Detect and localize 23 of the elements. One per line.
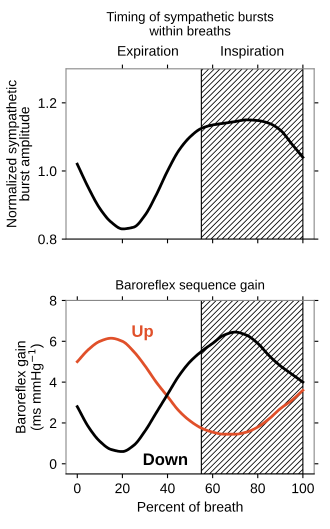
text: Expiration [118, 46, 178, 59]
y-tick-label: 1.2 [38, 98, 56, 108]
x-tick-label: 20 [115, 483, 130, 494]
x-tick-label: 100 [292, 483, 314, 494]
chart-title: Baroreflex sequence gain [116, 280, 264, 292]
x-tick-label: 40 [160, 483, 175, 494]
series-label: Down [144, 454, 188, 466]
y-tick-label: 6 [50, 336, 56, 346]
y-tick-label: 0.8 [38, 234, 56, 244]
y-tick-label: 0 [50, 459, 56, 469]
y-tick-label: 1.0 [38, 166, 56, 176]
chart-title: Timing of sympathetic bursts within breaths [106, 12, 274, 36]
y-axis-title: Normalized sympathetic burst amplitude [6, 80, 32, 227]
y-tick-label: 4 [50, 378, 57, 388]
y-tick-label: 2 [50, 418, 56, 428]
series-label: Up [132, 325, 153, 340]
y-tick-label: 8 [50, 296, 56, 306]
x-tick-label: 0 [74, 483, 81, 494]
x-tick-label: 60 [206, 483, 220, 494]
x-tick-label: 80 [250, 483, 265, 494]
band-label: Inspiration [221, 46, 284, 59]
y-axis-title: Baroreflex gain (ms mmHg$^{−1}$) [15, 341, 44, 433]
x-axis-title: Percent of breath [138, 502, 242, 512]
